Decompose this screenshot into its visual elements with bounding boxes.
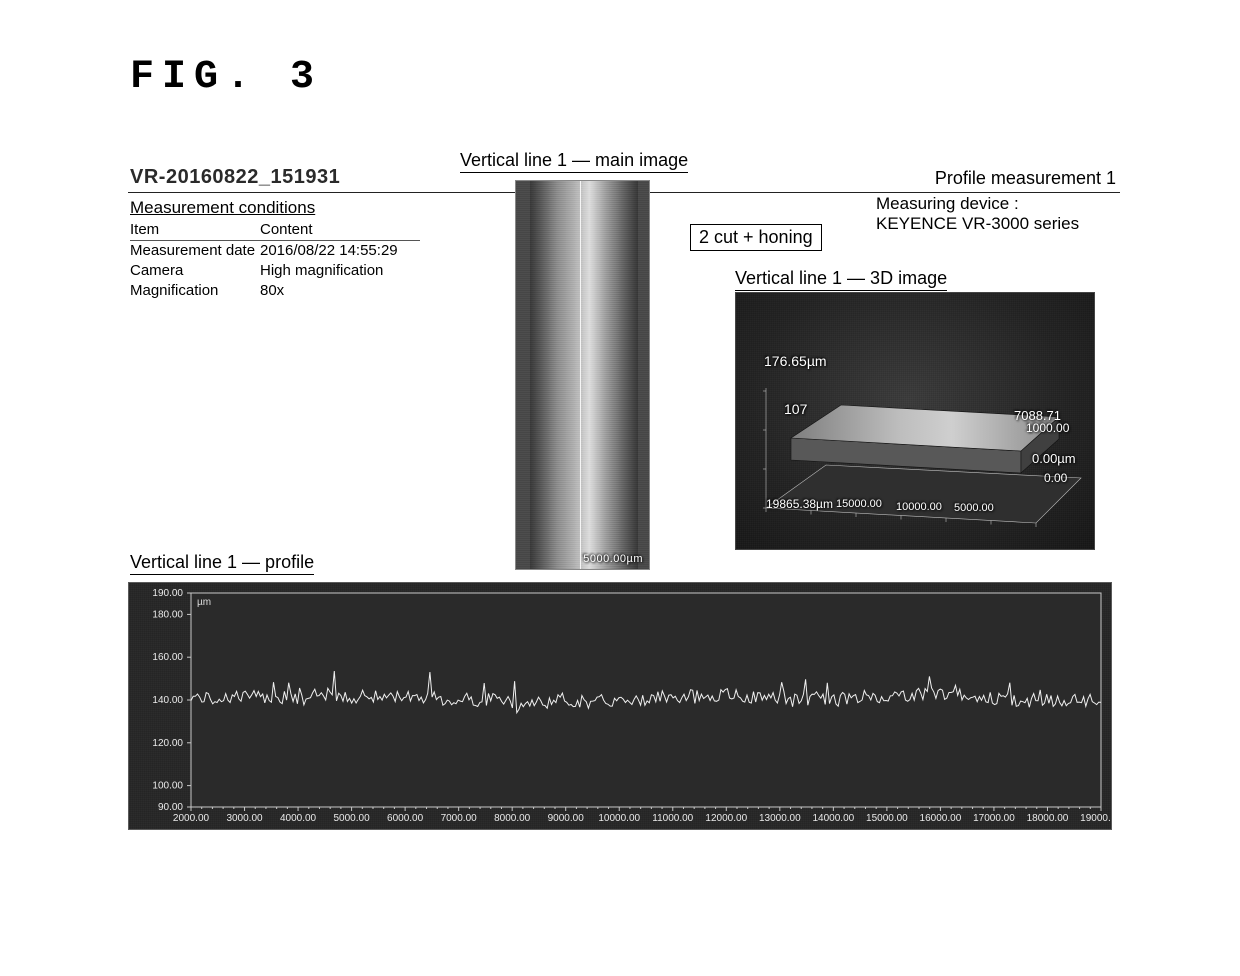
measurement-conditions-header: Measurement conditions (130, 198, 315, 218)
device-value: KEYENCE VR-3000 series (876, 214, 1116, 234)
item-label: Measurement date (130, 241, 260, 261)
svg-text:15000.00: 15000.00 (866, 813, 908, 824)
device-label: Measuring device : (876, 194, 1116, 214)
svg-text:120.00: 120.00 (152, 738, 183, 749)
threeD-annotation: 0.00µm (1032, 451, 1076, 466)
scan-line (580, 181, 581, 569)
table-row: Magnification 80x (130, 281, 420, 301)
svg-text:180.00: 180.00 (152, 609, 183, 620)
svg-text:19000.00: 19000.00 (1080, 813, 1111, 824)
profile-title: Vertical line 1 — profile (130, 552, 314, 575)
profile-chart: 90.00 100.00 120.00 140.00 160.00 180.00 190.0… (128, 582, 1112, 830)
threeD-annotation: 5000.00 (954, 502, 994, 514)
svg-text:4000.00: 4000.00 (280, 813, 317, 824)
svg-text:12000.00: 12000.00 (705, 813, 747, 824)
threeD-annotation: 15000.00 (836, 498, 882, 510)
figure-title: FIG. 3 (130, 55, 322, 100)
table-row: Camera High magnification (130, 261, 420, 281)
item-label: Camera (130, 261, 260, 281)
svg-text:2000.00: 2000.00 (173, 813, 210, 824)
main-image-title: Vertical line 1 — main image (460, 150, 688, 173)
threeD-annotation: 176.65µm (764, 353, 827, 369)
svg-text:6000.00: 6000.00 (387, 813, 424, 824)
svg-text:160.00: 160.00 (152, 652, 183, 663)
svg-text:18000.00: 18000.00 (1027, 813, 1069, 824)
threeD-annotation: 0.00 (1044, 471, 1067, 485)
col-header-content: Content (260, 220, 420, 240)
svg-text:9000.00: 9000.00 (548, 813, 585, 824)
item-label: Magnification (130, 281, 260, 301)
svg-text:7000.00: 7000.00 (441, 813, 478, 824)
process-label-box: 2 cut + honing (690, 224, 822, 251)
svg-text:5000.00: 5000.00 (334, 813, 371, 824)
threeD-image: 176.65µm1077088.711000.000.00µm0.0019865… (735, 292, 1095, 550)
main-image-scale-label: 5000.00µm (583, 553, 643, 565)
profile-measurement-label: Profile measurement 1 (935, 168, 1116, 189)
svg-text:14000.00: 14000.00 (812, 813, 854, 824)
svg-text:100.00: 100.00 (152, 781, 183, 792)
svg-text:10000.00: 10000.00 (598, 813, 640, 824)
item-value: 2016/08/22 14:55:29 (260, 241, 420, 261)
svg-text:190.00: 190.00 (152, 588, 183, 599)
session-id: VR-20160822_151931 (130, 166, 340, 189)
threeD-annotation: 19865.38µm (766, 497, 833, 511)
threeD-title: Vertical line 1 — 3D image (735, 268, 947, 291)
threeD-annotation: 10000.00 (896, 501, 942, 513)
main-image: 5000.00µm (515, 180, 650, 570)
measurement-conditions-table: Item Content Measurement date 2016/08/22… (130, 220, 420, 301)
measuring-device: Measuring device : KEYENCE VR-3000 serie… (876, 194, 1116, 234)
item-value: 80x (260, 281, 420, 301)
svg-text:3000.00: 3000.00 (226, 813, 263, 824)
threeD-annotation: 107 (784, 401, 807, 417)
svg-text:90.00: 90.00 (158, 802, 183, 813)
svg-text:11000.00: 11000.00 (652, 813, 693, 824)
svg-text:140.00: 140.00 (152, 695, 183, 706)
svg-text:17000.00: 17000.00 (973, 813, 1015, 824)
threeD-annotation: 1000.00 (1026, 421, 1069, 435)
table-row: Measurement date 2016/08/22 14:55:29 (130, 241, 420, 261)
svg-text:13000.00: 13000.00 (759, 813, 801, 824)
svg-text:µm: µm (197, 597, 211, 608)
svg-text:8000.00: 8000.00 (494, 813, 531, 824)
item-value: High magnification (260, 261, 420, 281)
svg-text:16000.00: 16000.00 (920, 813, 962, 824)
col-header-item: Item (130, 220, 260, 240)
